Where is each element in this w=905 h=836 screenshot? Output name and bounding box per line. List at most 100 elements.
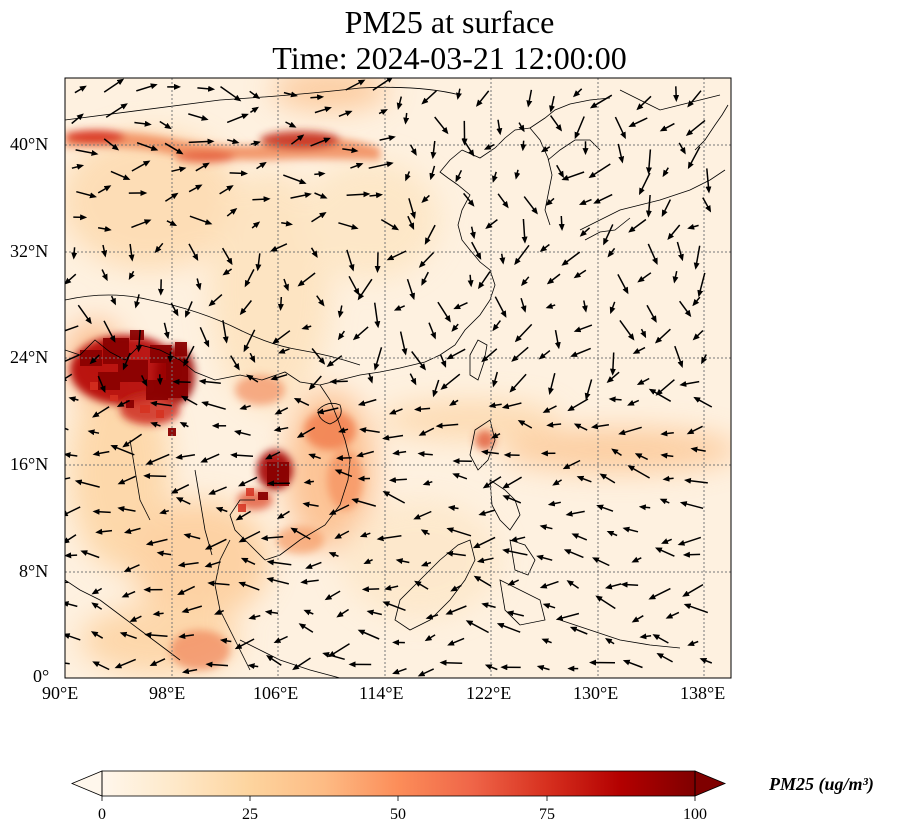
wind-arrow (496, 119, 503, 136)
wind-arrow (270, 243, 288, 252)
wind-arrow (65, 552, 78, 559)
wind-arrow (103, 78, 125, 93)
wind-arrow (188, 138, 215, 145)
wind-arrow (674, 345, 684, 368)
wind-arrow (361, 586, 380, 593)
wind-arrow (576, 475, 592, 483)
wind-arrow (238, 581, 260, 591)
wind-arrow (422, 479, 433, 486)
wind-arrow (122, 352, 131, 371)
wind-arrow (170, 302, 179, 317)
wind-arrow (406, 278, 416, 301)
wind-arrow (328, 643, 350, 658)
wind-arrow (502, 495, 522, 504)
wind-arrow (521, 276, 530, 287)
wind-arrow (71, 113, 84, 125)
colorbar-tick-label: 25 (242, 806, 258, 823)
wind-arrow (200, 453, 220, 463)
wind-arrow (181, 668, 198, 675)
wind-arrow (573, 324, 593, 333)
wind-arrow (367, 373, 374, 384)
wind-arrow (545, 197, 555, 206)
wind-arrow (359, 531, 371, 538)
wind-arrow (636, 377, 650, 386)
wind-arrow (348, 275, 360, 296)
wind-arrow (208, 294, 223, 307)
wind-arrow (690, 446, 706, 453)
wind-arrow (667, 224, 681, 241)
wind-arrow (273, 426, 289, 433)
wind-arrow (636, 95, 652, 111)
wind-arrow (382, 601, 406, 612)
wind-arrow (65, 662, 70, 665)
wind-arrow (329, 378, 348, 385)
wind-arrow (346, 249, 355, 272)
wind-arrow (455, 169, 463, 183)
wind-arrow (646, 304, 657, 323)
wind-arrow (539, 580, 559, 589)
wind-arrow (693, 245, 701, 270)
wind-arrow (205, 661, 229, 668)
wind-arrow (407, 215, 415, 231)
wind-arrow (342, 147, 359, 154)
wind-arrow (117, 506, 136, 512)
wind-arrow (243, 329, 256, 353)
wind-arrow (122, 433, 143, 448)
wind-arrow (103, 320, 116, 343)
wind-arrow (311, 212, 327, 223)
wind-arrow (421, 271, 429, 286)
wind-arrow (373, 347, 383, 371)
x-tick-label: 114°E (359, 683, 404, 703)
wind-arrow (478, 509, 496, 516)
wind-arrow (178, 633, 194, 640)
x-tick-label: 130°E (573, 683, 619, 703)
wind-arrow (233, 429, 251, 436)
wind-arrow (188, 184, 203, 193)
wind-arrow (446, 527, 472, 537)
wind-arrow (136, 141, 159, 151)
wind-arrow (693, 396, 713, 408)
wind-arrow (235, 510, 251, 521)
wind-arrow (682, 551, 701, 558)
wind-arrow (131, 160, 151, 172)
wind-arrow (617, 143, 625, 164)
y-tick-label: 32°N (10, 241, 49, 261)
wind-arrow (506, 610, 524, 617)
wind-arrow (219, 637, 232, 644)
wind-arrow (326, 355, 343, 367)
colorbar-tick-label: 75 (539, 806, 555, 823)
wind-arrow (638, 504, 651, 511)
wind-arrow (207, 580, 230, 587)
wind-arrow (123, 564, 140, 572)
wind-arrow (484, 664, 498, 671)
x-tick-label: 106°E (253, 683, 299, 703)
wind-arrow (314, 171, 326, 178)
wind-arrow (285, 121, 297, 128)
wind-arrow (414, 406, 431, 413)
wind-arrow (440, 354, 447, 368)
wind-arrow (555, 612, 580, 621)
wind-arrow (324, 590, 341, 601)
wind-arrow (471, 241, 482, 260)
wind-arrow (593, 193, 613, 204)
wind-arrow (546, 421, 562, 428)
wind-arrow (420, 560, 432, 567)
wind-arrow (90, 631, 104, 639)
wind-arrow (429, 165, 436, 181)
wind-arrow (571, 533, 588, 541)
wind-arrow (655, 379, 675, 396)
wind-arrow (197, 85, 216, 92)
wind-arrow (452, 473, 468, 480)
wind-arrow (440, 373, 461, 390)
wind-arrow (526, 89, 533, 108)
wind-arrow (164, 142, 184, 155)
wind-arrow (140, 375, 148, 387)
wind-arrow (105, 103, 128, 118)
wind-arrow (683, 603, 709, 614)
wind-arrow (119, 631, 137, 640)
wind-arrow (198, 378, 221, 385)
wind-arrow (481, 348, 498, 363)
wind-arrow (68, 396, 79, 403)
wind-arrow (215, 506, 228, 513)
wind-arrow (249, 352, 256, 363)
